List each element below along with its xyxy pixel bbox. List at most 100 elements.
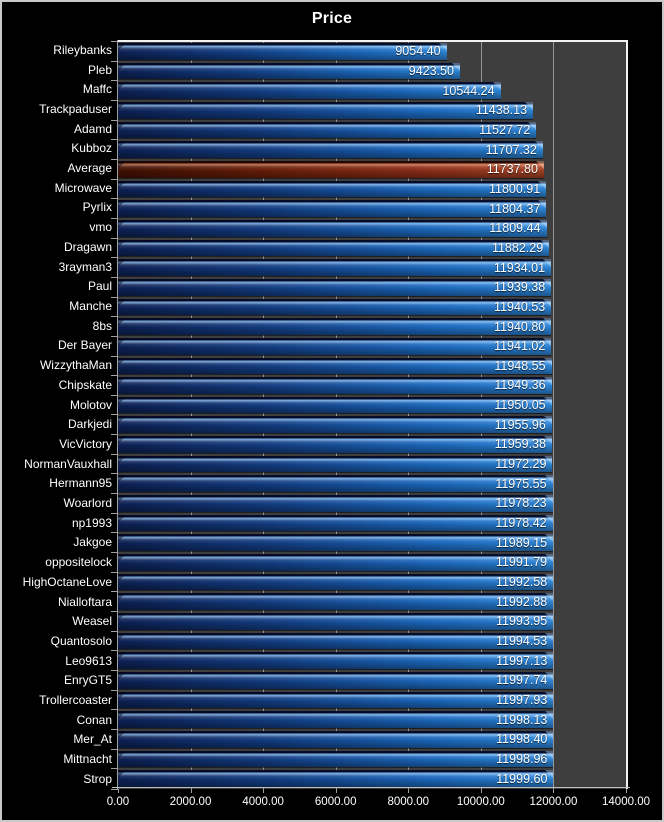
bar-value-label: 11978.42 — [495, 516, 547, 531]
value-bar[interactable]: 11998.96 — [118, 750, 554, 768]
x-axis-tick-label: 10000.00 — [456, 796, 505, 808]
value-bar[interactable]: 10544.24 — [118, 82, 501, 99]
x-axis-tick — [408, 789, 410, 793]
value-bar[interactable]: 11989.15 — [118, 534, 554, 552]
value-bar[interactable]: 11949.36 — [118, 377, 552, 394]
value-bar[interactable]: 9054.40 — [118, 43, 447, 60]
category-label: Maffc — [82, 82, 112, 97]
category-label: Pyrlix — [82, 200, 112, 215]
value-bar[interactable]: 11940.53 — [118, 298, 552, 316]
bar-value-label: 11948.55 — [494, 358, 546, 373]
x-axis: 0.00 2000.00 4000.00 6000.00 8000.00 10000.00… — [107, 789, 650, 817]
value-bar[interactable]: 11948.55 — [118, 357, 552, 375]
value-bar[interactable]: 11978.42 — [118, 514, 553, 532]
bar-row: 11707.32 — [111, 139, 626, 160]
bar-value-label: 11438.13 — [475, 103, 528, 118]
bar-value-label: 11992.88 — [495, 594, 548, 609]
value-bar[interactable]: 11992.88 — [118, 593, 554, 611]
category-label: Der Bayer — [57, 338, 112, 353]
value-bar[interactable]: 11978.23 — [118, 495, 553, 512]
category-label: Mer_At — [73, 732, 112, 747]
gridline — [263, 42, 265, 789]
y-axis-tick — [111, 316, 118, 318]
value-bar[interactable]: 11993.95 — [118, 613, 554, 630]
x-axis-tick-label: 4000.00 — [242, 796, 284, 808]
bar-row: 11997.93 — [111, 689, 626, 711]
bar-row: 11940.80 — [111, 316, 626, 337]
category-label: vmo — [89, 220, 112, 235]
bar-value-label: 11882.29 — [491, 240, 544, 255]
value-bar[interactable]: 11998.40 — [118, 730, 554, 748]
y-axis-tick — [111, 139, 118, 141]
x-axis-tick — [190, 789, 192, 793]
value-bar[interactable]: 11972.29 — [118, 455, 553, 473]
value-bar[interactable]: 11527.72 — [118, 121, 537, 139]
y-axis-tick — [111, 748, 118, 750]
y-axis-tick — [111, 276, 118, 278]
value-bar[interactable]: 11997.13 — [118, 652, 554, 669]
y-axis-tick — [111, 453, 118, 455]
bar-value-label: 9423.50 — [408, 63, 454, 78]
value-bar[interactable]: 11707.32 — [118, 141, 543, 158]
bar-value-label: 11997.13 — [496, 653, 548, 668]
bar-row: 11949.36 — [111, 375, 626, 396]
value-bar[interactable]: 11997.93 — [118, 691, 554, 709]
bar-row: 11948.55 — [111, 355, 626, 377]
value-bar[interactable]: 9423.50 — [118, 62, 460, 80]
value-bar[interactable]: 11438.13 — [118, 101, 534, 119]
bar-value-label: 11527.72 — [479, 122, 531, 137]
value-bar[interactable]: 11999.60 — [118, 770, 554, 787]
bar-row: 11527.72 — [111, 119, 626, 141]
category-label: 3rayman3 — [58, 259, 112, 274]
category-label: Darkjedi — [67, 417, 112, 432]
value-bar[interactable]: 11950.05 — [118, 396, 552, 414]
category-label: Average — [67, 161, 112, 176]
value-bar[interactable]: 11955.96 — [118, 416, 552, 434]
y-axis-tick — [111, 571, 118, 573]
value-bar[interactable]: 11800.91 — [118, 180, 547, 198]
value-bar[interactable]: 11804.37 — [118, 200, 547, 217]
category-label: EnryGT5 — [63, 673, 112, 688]
value-bar[interactable]: 11994.53 — [118, 632, 554, 650]
value-bar[interactable]: 11941.02 — [118, 337, 552, 355]
value-bar[interactable]: 11998.13 — [118, 711, 554, 728]
gridline — [190, 42, 192, 789]
bar-row: 11992.88 — [111, 591, 626, 612]
bar-value-label: 11940.53 — [494, 299, 546, 314]
value-bar[interactable]: 11992.58 — [118, 573, 554, 591]
value-bar[interactable]: 11975.55 — [118, 475, 553, 493]
y-axis-tick — [111, 788, 118, 790]
value-bar[interactable]: 11882.29 — [118, 239, 550, 257]
category-label: Microwave — [54, 180, 112, 195]
value-bar[interactable]: 11959.38 — [118, 436, 552, 453]
y-axis-tick — [111, 709, 118, 711]
average-bar[interactable]: 11737.80 — [118, 160, 544, 178]
bar-value-label: 11978.23 — [495, 496, 547, 511]
value-bar[interactable]: 11809.44 — [118, 219, 547, 237]
value-bar[interactable]: 11934.01 — [118, 259, 552, 276]
bar-row: 9423.50 — [111, 60, 626, 82]
x-axis-tick-label: 0.00 — [106, 796, 130, 808]
value-bar[interactable]: 11940.80 — [118, 318, 552, 335]
value-bar[interactable]: 11991.79 — [118, 554, 554, 571]
y-axis-tick — [111, 414, 118, 416]
gridline — [553, 42, 555, 789]
bar-row: 11978.23 — [111, 493, 626, 514]
value-bar[interactable]: 11997.74 — [118, 672, 554, 689]
category-label: Pleb — [87, 62, 112, 77]
bar-row: 11998.96 — [111, 748, 626, 770]
bar-value-label: 11989.15 — [495, 535, 548, 550]
chart-title: Price — [311, 10, 353, 27]
bar-row: 10544.24 — [111, 80, 626, 101]
y-axis-tick — [111, 611, 118, 613]
category-label: Paul — [87, 279, 112, 294]
bar-value-label: 11998.40 — [496, 732, 548, 747]
y-axis-tick — [111, 237, 118, 239]
bar-row: 11993.95 — [111, 611, 626, 632]
bar-row: 11991.79 — [111, 552, 626, 573]
category-label: Mittnacht — [63, 752, 112, 767]
bar-value-label: 11993.95 — [495, 614, 548, 629]
category-label: Molotov — [69, 397, 112, 412]
value-bar[interactable]: 11939.38 — [118, 278, 552, 296]
